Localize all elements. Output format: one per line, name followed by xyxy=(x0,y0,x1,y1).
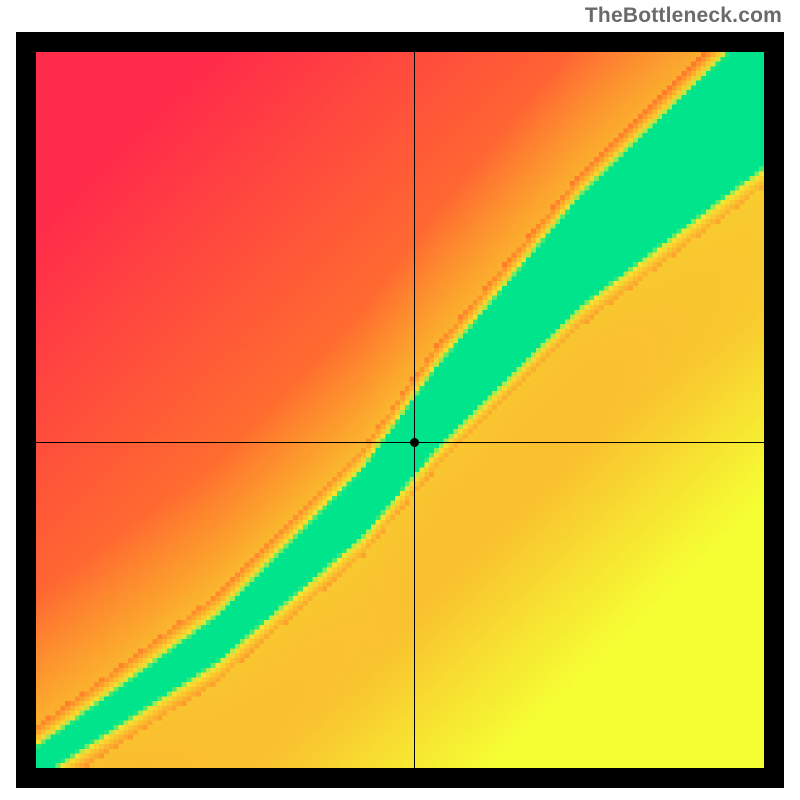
chart-container: TheBottleneck.com xyxy=(0,0,800,800)
crosshair-vertical xyxy=(414,52,415,768)
heatmap-plot xyxy=(36,52,764,768)
attribution-text: TheBottleneck.com xyxy=(585,4,782,28)
crosshair-horizontal xyxy=(36,442,764,443)
